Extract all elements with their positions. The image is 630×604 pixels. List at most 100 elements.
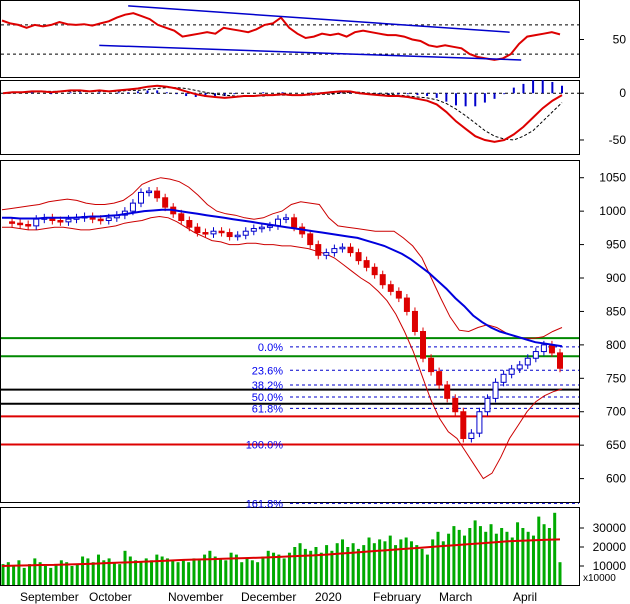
volume-bar [420, 548, 424, 585]
x-tick-label: October [89, 590, 132, 604]
volume-bar [500, 528, 504, 585]
fibonacci-label: 100.0% [246, 439, 284, 451]
candle-body [484, 397, 491, 413]
volume-bar [287, 552, 291, 585]
y-tick-label: 750 [606, 371, 626, 385]
volume-bar [150, 560, 154, 585]
candle-body [548, 344, 555, 354]
candle-body [291, 217, 298, 228]
candle-body [65, 218, 72, 223]
candle-body [444, 384, 451, 399]
volume-bar [510, 537, 514, 585]
y-tick-label: 600 [606, 472, 626, 486]
candle-body [97, 218, 104, 222]
volume-bar [139, 562, 143, 585]
volume-bar [197, 560, 201, 585]
volume-bar [478, 526, 482, 585]
y-tick-label: 850 [606, 304, 626, 318]
volume-bar [553, 512, 557, 585]
volume-bar [234, 554, 238, 585]
volume-bar [394, 545, 398, 585]
y-tick-label: 950 [606, 238, 626, 252]
volume-bar [81, 556, 85, 585]
candle-body [250, 228, 257, 232]
candle-body [492, 381, 499, 399]
volume-bar [293, 547, 297, 585]
volume-bar [441, 541, 445, 585]
y-tick-label: 1000 [599, 204, 626, 218]
candle-body [202, 232, 209, 235]
grid-layer [1, 24, 579, 504]
volume-bar [272, 552, 276, 585]
marks-layer [1, 5, 563, 585]
volume-bar [415, 545, 419, 585]
volume-bar [431, 539, 435, 585]
candle-body [516, 364, 523, 370]
volume-bar [319, 552, 323, 585]
panel-oscillator-frame [0, 0, 580, 78]
candle-body [323, 252, 330, 256]
labels-layer: 50 0 -50 0.0% 23.6% 38.2%50.0%61.8% 100.0% 161.… [246, 33, 627, 574]
volume-bar [218, 558, 222, 585]
candle-body [186, 220, 193, 228]
volume-bar [261, 556, 265, 585]
candle-body [355, 252, 362, 262]
candle-body [339, 246, 346, 250]
candle-body [146, 190, 153, 194]
candle-body [411, 310, 418, 332]
volume-bar [388, 535, 392, 585]
volume-bar [144, 558, 148, 585]
volume-bar [531, 535, 535, 585]
candle-body [154, 190, 161, 199]
volume-bar [489, 524, 493, 585]
volume-bar [70, 566, 74, 585]
volume-bar [192, 558, 196, 585]
volume-bar [171, 560, 175, 585]
y-tick-label: 0 [619, 86, 626, 100]
x-tick-label: September [20, 590, 79, 604]
candle-body [57, 220, 64, 223]
candle-body [105, 217, 112, 222]
candle-body [178, 213, 185, 222]
volume-bar [484, 531, 488, 585]
candle-body [540, 344, 547, 353]
candle-body [162, 197, 169, 208]
fibonacci-label: 38.2% [252, 380, 283, 392]
candle-body [452, 397, 459, 413]
candle-body [25, 224, 32, 227]
volume-bar [208, 550, 212, 585]
x-tick-label: November [168, 590, 223, 604]
bollinger-lower [2, 215, 563, 480]
bollinger-upper [1, 177, 563, 339]
fibonacci-label: 161.8% [246, 498, 284, 510]
candle-body [242, 230, 249, 236]
volume-bar [367, 537, 371, 585]
volume-bar [165, 558, 169, 585]
volume-unit-label: x10000 [583, 573, 616, 584]
y-tick-label: 900 [606, 271, 626, 285]
volume-bar [351, 543, 355, 585]
candle-body [420, 331, 427, 359]
volume-bar [378, 539, 382, 585]
candle-body [210, 230, 217, 235]
volume-bar [22, 567, 26, 585]
volume-bar [447, 533, 451, 585]
volume-bar [521, 528, 525, 585]
volume-bar [505, 531, 509, 585]
volume-bar [547, 528, 551, 585]
x-tick-label: December [241, 590, 296, 604]
volume-bar [537, 516, 541, 585]
candle-body [387, 284, 394, 292]
candle-body [403, 297, 410, 312]
volume-bar [123, 550, 127, 585]
volume-bar [1, 564, 5, 585]
volume-bar [383, 541, 387, 585]
candle-body [331, 248, 338, 254]
volume-bar [372, 543, 376, 585]
macd-line [2, 84, 563, 143]
volume-bar [282, 558, 286, 585]
candle-body [508, 368, 515, 375]
volume-ma-line [1, 538, 561, 567]
candle-body [347, 246, 354, 254]
